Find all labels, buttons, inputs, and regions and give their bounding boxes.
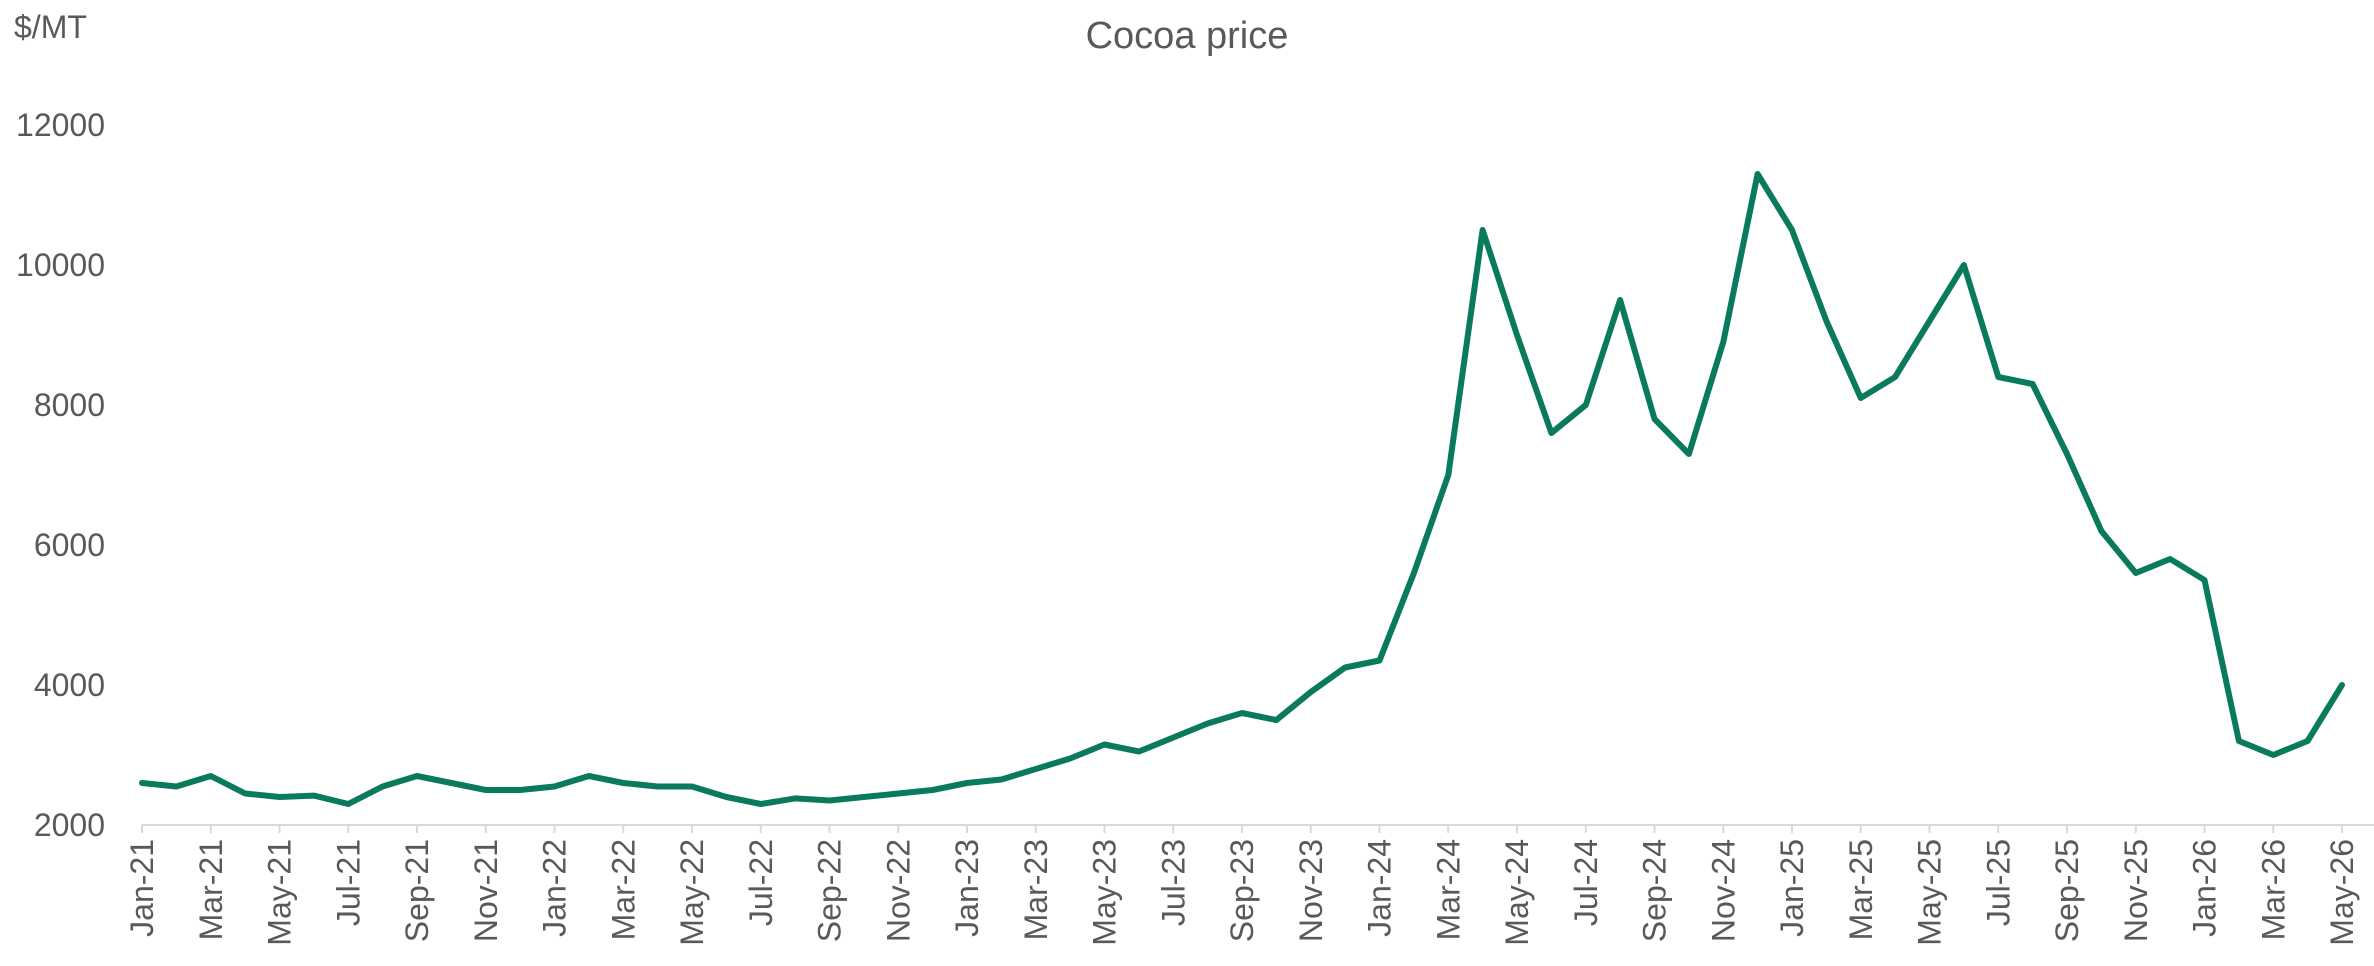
x-tick-label: Sep-24 [1637, 839, 1673, 942]
x-tick-label: Sep-21 [399, 839, 435, 942]
x-tick-label: Nov-21 [468, 839, 504, 942]
x-tick-label: May-24 [1499, 839, 1535, 946]
x-tick-label: Nov-23 [1293, 839, 1329, 942]
x-tick-label: May-21 [262, 839, 298, 946]
x-tick-label: Jul-22 [743, 839, 779, 926]
y-tick-label: 2000 [34, 807, 105, 843]
x-tick-label: Jan-25 [1774, 839, 1810, 937]
x-tick-label: Jul-21 [330, 839, 366, 926]
x-tick-label: Nov-24 [1705, 839, 1741, 942]
x-tick-label: May-23 [1087, 839, 1123, 946]
x-tick-label: Jul-24 [1568, 839, 1604, 926]
series-group [139, 171, 2345, 807]
y-axis-ticks: 2000 4000 6000 8000 10000 12000 [16, 107, 105, 843]
x-tick-label: May-22 [674, 839, 710, 946]
x-tick-label: Mar-26 [2255, 839, 2291, 940]
x-tick-label: Mar-22 [605, 839, 641, 940]
x-tick-label: May-26 [2324, 839, 2360, 946]
x-tick-label: Sep-23 [1224, 839, 1260, 942]
x-tick-label: Jan-26 [2187, 839, 2223, 937]
x-tick-label: Mar-21 [193, 839, 229, 940]
y-tick-label: 10000 [16, 247, 105, 283]
x-tick-label: Jan-21 [124, 839, 160, 937]
y-tick-label: 4000 [34, 667, 105, 703]
y-tick-label: 8000 [34, 387, 105, 423]
x-tick-label: Sep-25 [2049, 839, 2085, 942]
x-tick-label: Mar-25 [1843, 839, 1879, 940]
y-tick-label: 6000 [34, 527, 105, 563]
chart-title: Cocoa price [1086, 15, 1289, 57]
x-tick-label: Jul-25 [1980, 839, 2016, 926]
x-tick-label: Sep-22 [812, 839, 848, 942]
x-tick-label: May-25 [1912, 839, 1948, 946]
y-tick-label: 12000 [16, 107, 105, 143]
x-tick-label: Jan-22 [537, 839, 573, 937]
y-axis-label: $/MT [14, 9, 87, 45]
x-tick-label: Jan-23 [949, 839, 985, 937]
x-tick-label: Mar-24 [1430, 839, 1466, 940]
x-tick-label: Jan-24 [1362, 839, 1398, 937]
x-axis-ticks: Jan-21 Mar-21 May-21 Jul-21 Sep-21 Nov-21 Jan-… [124, 825, 2360, 946]
x-tick-label: Mar-23 [1018, 839, 1054, 940]
x-tick-label: Nov-22 [880, 839, 916, 942]
price-line [139, 171, 2345, 807]
x-tick-label: Nov-25 [2118, 839, 2154, 942]
x-tick-label: Jul-23 [1155, 839, 1191, 926]
